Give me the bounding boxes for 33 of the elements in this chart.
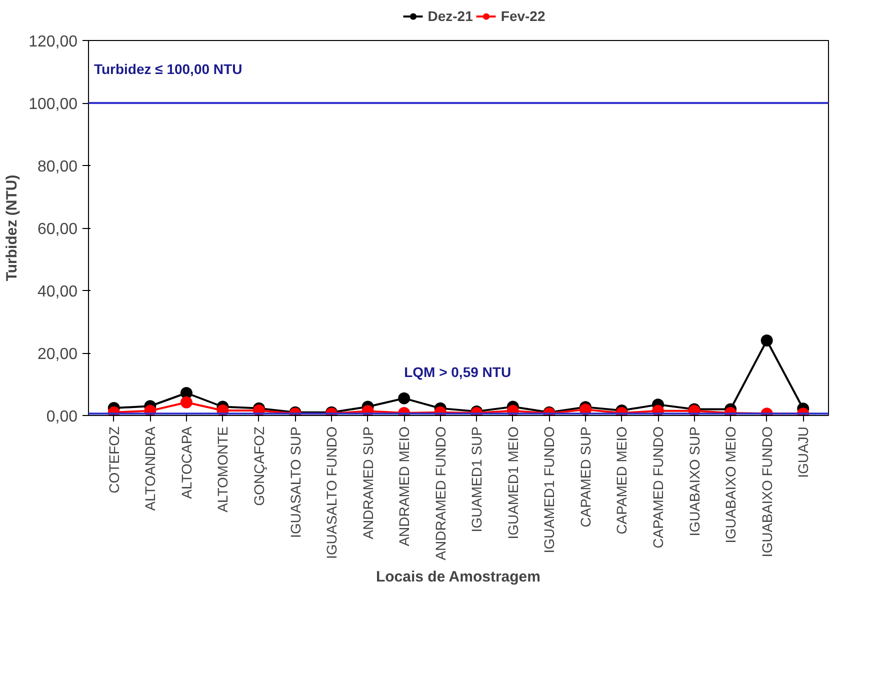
legend-label: Fev-22 (500, 8, 546, 24)
x-tick-label: IGUAMED1 MEIO (504, 426, 521, 540)
y-tick-label: 20,00 (37, 346, 78, 363)
x-tick-label: CAPAMED SUP (577, 426, 594, 528)
x-tick-label: IGUASALTO FUNDO (324, 426, 340, 559)
y-tick-label: 80,00 (37, 158, 78, 176)
legend-label: Dez-21 (428, 8, 473, 24)
ref-line-label: LQM > 0,59 NTU (404, 364, 512, 380)
y-tick-label: 0,00 (46, 408, 78, 426)
x-tick-label: ALTOCAPA (178, 426, 194, 499)
y-axis-title: Turbidez (NTU) (4, 174, 21, 282)
x-tick-label: CAPAMED MEIO (614, 426, 630, 534)
x-tick-label: IGUAMED1 FUNDO (541, 426, 558, 554)
x-tick-label: COTEFOZ (106, 426, 122, 494)
y-tick-label: 60,00 (37, 221, 78, 238)
ref-line-label: Turbidez ≤ 100,00 NTU (94, 60, 242, 77)
x-axis-title: Locais de Amostragem (376, 568, 540, 586)
x-tick-label: IGUASALTO SUP (287, 426, 304, 538)
x-tick-label: ANDRAMED MEIO (396, 426, 412, 546)
x-tick-label: IGUAMED1 SUP (468, 426, 485, 532)
x-tick-label: ANDRAMED SUP (360, 426, 376, 540)
x-tick-label: IGUABAIXO FUNDO (758, 426, 775, 558)
x-tick-label: ANDRAMED FUNDO (432, 426, 448, 560)
y-tick-label: 120,00 (28, 34, 78, 50)
x-tick-label: IGUAJU (795, 426, 812, 478)
x-tick-label: GONÇAFOZ (250, 426, 267, 506)
x-tick-label: CAPAMED FUNDO (650, 426, 666, 548)
x-tick-label: IGUABAIXO MEIO (722, 426, 739, 544)
y-tick-label: 100,00 (28, 96, 78, 113)
x-tick-label: ALTOMONTE (214, 426, 231, 512)
y-tick-label: 40,00 (37, 284, 78, 300)
x-tick-label: ALTOANDRA (142, 426, 158, 511)
x-tick-label: IGUABAIXO SUP (686, 426, 702, 536)
